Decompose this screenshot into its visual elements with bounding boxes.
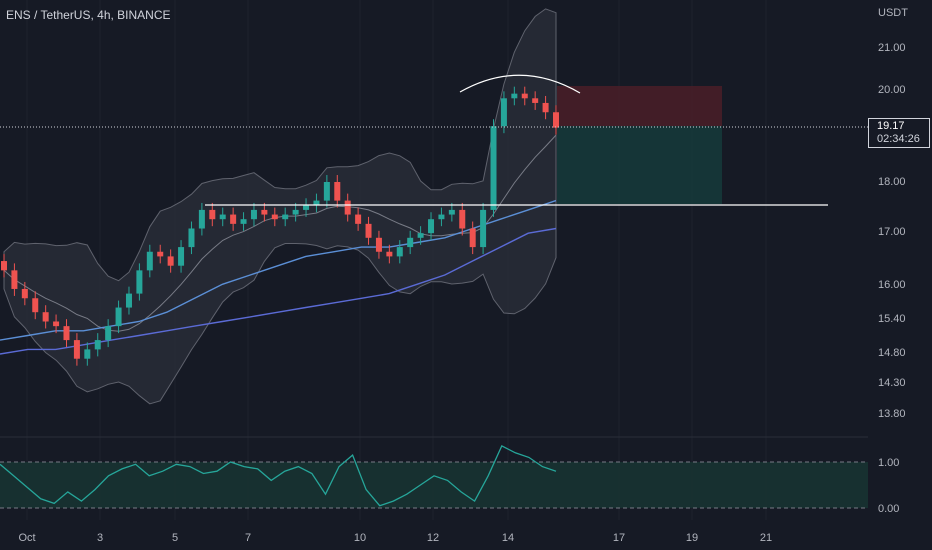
x-tick-label: 3 bbox=[97, 532, 103, 544]
candle-body bbox=[136, 270, 143, 294]
candle-body bbox=[167, 256, 174, 266]
price-axis: 21.00 20.00 18.00 17.00 16.00 15.40 14.80 14.30… bbox=[878, 42, 906, 420]
moving-average-line bbox=[0, 227, 557, 355]
candles bbox=[1, 86, 559, 366]
take-profit-zone bbox=[557, 126, 722, 204]
x-tick-label: 7 bbox=[245, 532, 251, 544]
current-price-value: 19.17 bbox=[877, 120, 905, 132]
bollinger-band bbox=[3, 8, 557, 405]
x-tick-label: 17 bbox=[613, 532, 625, 544]
currency-label: USDT bbox=[878, 7, 908, 19]
x-tick-label: 19 bbox=[686, 532, 698, 544]
candle-body bbox=[282, 214, 289, 220]
moving-average-line bbox=[0, 199, 557, 341]
x-tick-label: Oct bbox=[18, 532, 35, 544]
candle-body bbox=[386, 251, 393, 257]
candle-body bbox=[1, 261, 7, 271]
y-tick-label: 21.00 bbox=[878, 42, 906, 54]
x-tick-label: 21 bbox=[760, 532, 772, 544]
y-tick-label: 15.40 bbox=[878, 313, 906, 325]
candle-body bbox=[292, 209, 299, 215]
candle-body bbox=[532, 98, 539, 103]
candle-body bbox=[375, 237, 382, 252]
candle-body bbox=[355, 214, 362, 224]
candle-body bbox=[84, 349, 91, 359]
candle-body bbox=[407, 237, 414, 248]
current-price-tag: 19.17 02:34:26 bbox=[868, 118, 930, 148]
candle-body bbox=[323, 182, 330, 201]
candle-body bbox=[521, 93, 528, 99]
y-tick-label: 14.80 bbox=[878, 347, 906, 359]
candle-body bbox=[365, 223, 372, 238]
bollinger-basis bbox=[3, 134, 557, 332]
candle-body bbox=[42, 312, 49, 322]
candle-body bbox=[21, 288, 28, 299]
indicator-pane bbox=[0, 445, 868, 509]
candle-body bbox=[490, 126, 497, 210]
candle-body bbox=[125, 293, 132, 308]
time-axis: Oct 3 5 7 10 12 14 17 19 21 bbox=[18, 532, 772, 544]
candle-body bbox=[94, 340, 101, 350]
rounded-top-arc bbox=[459, 74, 581, 94]
candle-body bbox=[146, 251, 153, 271]
x-tick-label: 10 bbox=[354, 532, 366, 544]
y-tick-label: 20.00 bbox=[878, 84, 906, 96]
candle-body bbox=[500, 98, 507, 127]
candle-body bbox=[271, 214, 278, 220]
candle-body bbox=[63, 326, 70, 341]
indicator-line bbox=[0, 445, 557, 507]
candle-body bbox=[511, 93, 518, 99]
candle-body bbox=[198, 209, 205, 229]
indicator-tick-label: 1.00 bbox=[878, 457, 899, 469]
stop-loss-zone bbox=[557, 86, 722, 126]
candle-body bbox=[303, 205, 310, 210]
candle-body bbox=[396, 247, 403, 257]
candle-body bbox=[53, 321, 60, 327]
candle-body bbox=[417, 233, 424, 238]
candle-body bbox=[11, 270, 18, 289]
candle-body bbox=[230, 214, 237, 224]
candle-body bbox=[73, 340, 80, 359]
candle-body bbox=[250, 209, 257, 220]
position-zones bbox=[557, 86, 722, 204]
candle-body bbox=[459, 209, 466, 229]
candle-body bbox=[32, 298, 39, 313]
candle-body bbox=[209, 209, 216, 220]
x-tick-label: 5 bbox=[172, 532, 178, 544]
y-tick-label: 16.00 bbox=[878, 279, 906, 291]
candle-body bbox=[115, 307, 122, 327]
candle-body bbox=[480, 209, 487, 248]
candle-body bbox=[157, 251, 164, 257]
bar-countdown: 02:34:26 bbox=[877, 133, 920, 145]
x-tick-label: 12 bbox=[427, 532, 439, 544]
candle-body bbox=[469, 228, 476, 248]
bollinger-fill bbox=[3, 8, 557, 405]
indicator-tick-label: 0.00 bbox=[878, 503, 899, 515]
candle-body bbox=[240, 219, 247, 224]
candle-body bbox=[448, 209, 455, 215]
chart-title: ENS / TetherUS, 4h, BINANCE bbox=[6, 8, 171, 22]
y-tick-label: 17.00 bbox=[878, 226, 906, 238]
indicator-band-fill bbox=[0, 462, 868, 508]
candle-body bbox=[105, 326, 112, 341]
candle-body bbox=[438, 214, 445, 220]
candle-body bbox=[261, 209, 268, 215]
y-tick-label: 14.30 bbox=[878, 377, 906, 389]
x-tick-label: 14 bbox=[502, 532, 514, 544]
y-tick-label: 13.80 bbox=[878, 408, 906, 420]
candle-body bbox=[428, 219, 435, 234]
y-tick-label: 18.00 bbox=[878, 176, 906, 188]
candle-body bbox=[313, 200, 320, 206]
candle-body bbox=[178, 247, 185, 266]
candle-body bbox=[219, 214, 226, 220]
candle-body bbox=[553, 112, 559, 128]
candle-body bbox=[188, 228, 195, 248]
candle-body bbox=[344, 200, 351, 215]
candle-body bbox=[334, 182, 341, 201]
candle-body bbox=[542, 102, 549, 113]
indicator-axis: 1.00 0.00 bbox=[878, 457, 899, 515]
moving-averages bbox=[0, 199, 557, 355]
